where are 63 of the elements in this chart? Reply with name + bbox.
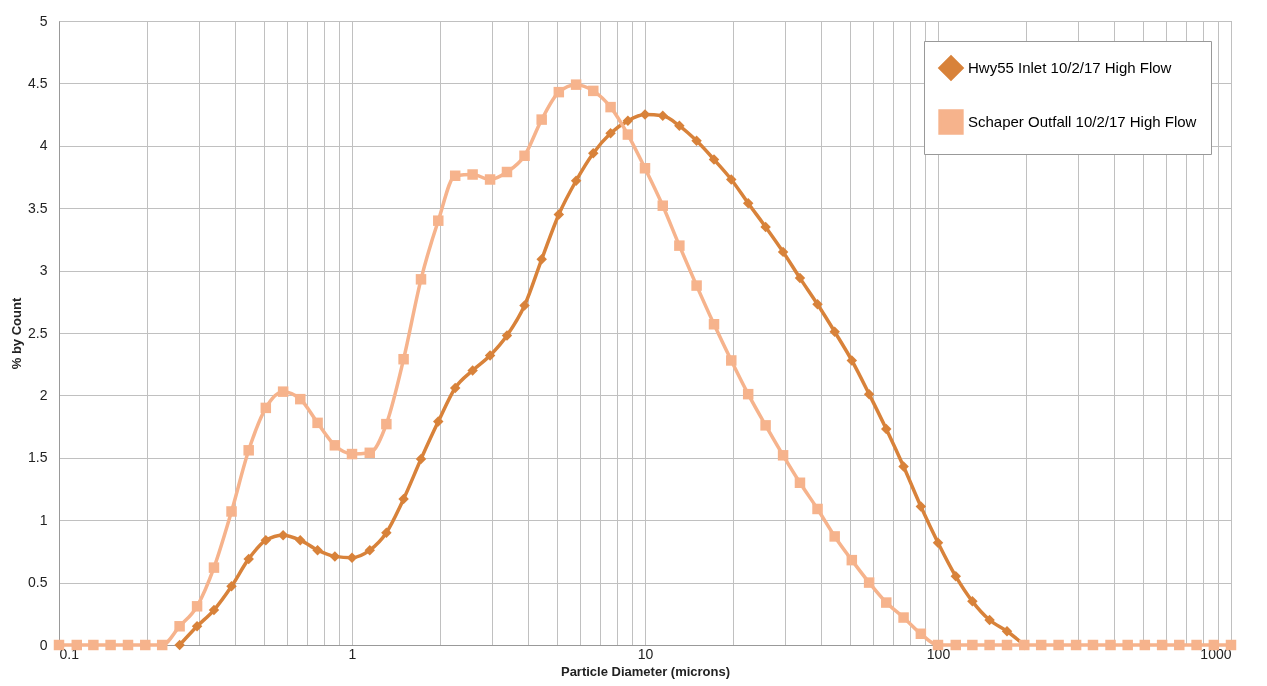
point <box>950 571 962 582</box>
point <box>226 581 237 592</box>
point <box>812 299 823 310</box>
point <box>536 254 547 265</box>
y-tick-label: 1.5 <box>28 449 48 466</box>
x-tick-label: 10 <box>637 645 654 662</box>
point <box>622 115 634 127</box>
point <box>932 537 944 548</box>
point <box>553 209 565 220</box>
y-tick-label: 3 <box>39 262 48 279</box>
point <box>588 148 599 159</box>
x-tick-label: 100 <box>926 645 951 662</box>
point <box>381 527 392 538</box>
x-tick-label: 1 <box>348 645 357 662</box>
point <box>881 423 892 435</box>
x-axis-title: Particle Diameter (microns) <box>560 663 731 679</box>
point <box>295 534 306 546</box>
point <box>467 365 478 376</box>
y-tick-label: 4 <box>39 137 48 154</box>
point <box>605 128 616 139</box>
point <box>519 300 530 311</box>
y-tick-label: 3.5 <box>28 199 48 216</box>
point <box>329 551 341 562</box>
y-tick-label: 2 <box>39 386 48 403</box>
y-tick-label: 5 <box>39 12 48 29</box>
point <box>208 604 220 616</box>
point <box>1001 626 1013 637</box>
point <box>708 154 720 165</box>
point <box>726 174 737 185</box>
point <box>484 350 496 361</box>
legend-label: Schaper Outfall 10/2/17 High Flow <box>968 113 1197 130</box>
point <box>364 544 376 556</box>
point <box>691 135 702 147</box>
point <box>433 416 444 427</box>
point <box>760 221 771 233</box>
point <box>846 355 858 366</box>
point <box>312 544 323 556</box>
point <box>449 382 461 394</box>
point <box>674 120 685 132</box>
point <box>174 639 185 651</box>
point <box>829 326 840 337</box>
y-tick-label: 1 <box>39 511 48 528</box>
y-axis-title: % by Count <box>9 297 25 370</box>
point <box>742 197 754 209</box>
y-tick-label: 0.5 <box>28 574 48 591</box>
point <box>501 330 513 341</box>
point <box>863 388 875 400</box>
point <box>415 453 427 465</box>
point <box>898 461 909 472</box>
point <box>398 493 409 505</box>
y-tick-label: 2.5 <box>28 324 48 341</box>
point <box>191 621 203 632</box>
point <box>794 272 806 284</box>
point <box>243 553 254 565</box>
y-tick-label: 4.5 <box>28 74 48 91</box>
point <box>967 596 978 607</box>
point <box>260 534 272 546</box>
legend-label: Hwy55 Inlet 10/2/17 High Flow <box>968 59 1172 76</box>
y-tick-label: 0 <box>39 636 48 653</box>
point <box>915 501 927 512</box>
point <box>570 175 582 186</box>
point <box>984 614 995 626</box>
point <box>777 246 789 258</box>
